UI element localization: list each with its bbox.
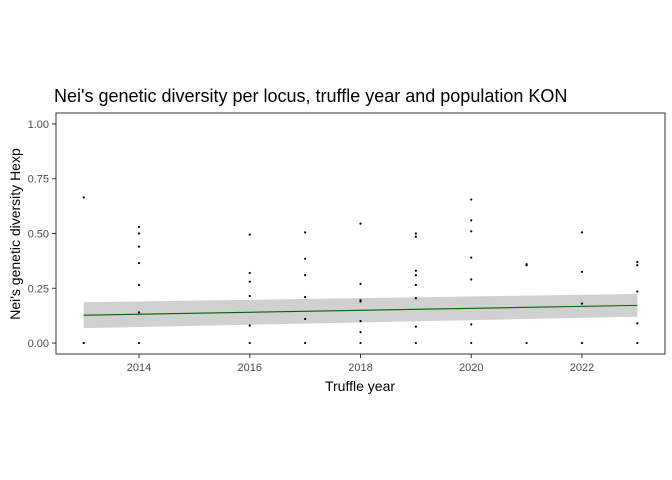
data-point xyxy=(414,274,417,277)
data-point xyxy=(636,290,639,293)
x-axis-title: Truffle year xyxy=(325,378,395,394)
data-point xyxy=(359,222,362,225)
data-point xyxy=(248,324,251,327)
chart-title: Nei's genetic diversity per locus, truff… xyxy=(54,86,567,106)
data-point xyxy=(470,230,473,233)
data-point xyxy=(82,196,85,199)
data-point xyxy=(470,198,473,201)
data-point xyxy=(304,257,307,260)
data-point xyxy=(137,225,141,229)
data-point xyxy=(525,264,528,267)
data-point xyxy=(414,341,417,345)
data-points xyxy=(82,196,639,345)
data-point xyxy=(414,269,417,272)
data-point xyxy=(580,270,584,273)
data-point xyxy=(248,271,251,275)
trend-line-layer xyxy=(83,304,638,316)
data-point xyxy=(414,232,417,235)
confidence-band-layer xyxy=(83,293,638,329)
data-point xyxy=(470,256,473,259)
data-point xyxy=(82,341,85,345)
data-point xyxy=(470,219,473,222)
data-point xyxy=(304,274,307,277)
data-point xyxy=(359,341,362,345)
data-point xyxy=(304,341,307,345)
x-tick-label: 2020 xyxy=(459,362,483,374)
y-tick-label: 0.75 xyxy=(28,174,49,186)
x-tick-label: 2016 xyxy=(238,362,262,374)
data-point xyxy=(304,295,307,299)
y-axis: 0.00 0.25 0.50 0.75 1.00 xyxy=(28,119,56,350)
data-point xyxy=(137,283,141,287)
data-point xyxy=(580,341,584,345)
data-point xyxy=(359,330,362,334)
x-axis: 2014 2016 2018 2020 2022 xyxy=(127,354,594,374)
y-tick-label: 0.25 xyxy=(28,283,49,295)
data-point xyxy=(636,322,639,325)
data-point xyxy=(470,323,473,326)
data-point xyxy=(137,311,141,314)
y-axis-title: Nei's genetic diversity Hexp xyxy=(7,148,23,320)
y-tick-label: 0.00 xyxy=(28,338,49,350)
y-tick-label: 1.00 xyxy=(28,119,49,131)
data-point xyxy=(359,282,362,285)
data-point xyxy=(414,283,417,287)
data-point xyxy=(414,325,417,328)
data-point xyxy=(525,341,528,345)
x-tick-label: 2022 xyxy=(570,362,594,374)
data-point xyxy=(137,341,141,345)
data-point xyxy=(359,300,362,303)
x-tick-label: 2014 xyxy=(127,362,151,374)
data-point xyxy=(137,245,141,248)
data-point xyxy=(470,278,473,281)
data-point xyxy=(304,231,307,234)
data-point xyxy=(636,260,639,264)
data-point xyxy=(137,232,141,235)
plot-area xyxy=(55,112,666,355)
data-point xyxy=(248,341,251,345)
data-point xyxy=(580,302,584,305)
data-point xyxy=(580,231,584,234)
data-point xyxy=(304,317,307,321)
data-point xyxy=(248,280,251,283)
data-point xyxy=(359,320,362,323)
data-point xyxy=(248,233,251,236)
trend-line xyxy=(83,304,638,316)
data-point xyxy=(414,297,417,300)
data-point xyxy=(470,341,473,345)
data-point xyxy=(636,341,639,345)
data-point xyxy=(414,235,417,238)
confidence-band xyxy=(83,293,638,329)
y-tick-label: 0.50 xyxy=(28,229,49,241)
data-point xyxy=(636,264,639,267)
x-tick-label: 2018 xyxy=(348,362,372,374)
data-point xyxy=(137,261,141,265)
data-point xyxy=(248,294,251,298)
